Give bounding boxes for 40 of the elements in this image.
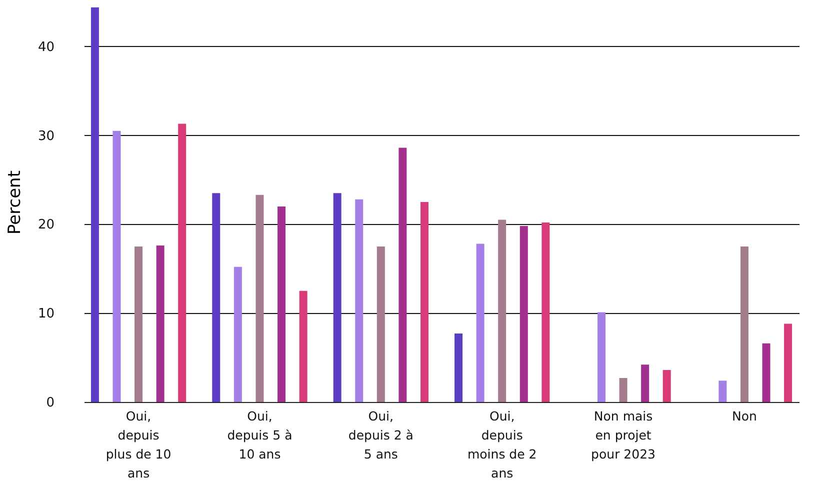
- bar: [112, 130, 121, 402]
- bar: [234, 266, 242, 402]
- bar: [542, 222, 550, 402]
- bar: [740, 246, 748, 402]
- bar: [299, 290, 308, 402]
- bar: [376, 246, 385, 402]
- bar: [156, 246, 164, 402]
- bar: [454, 334, 463, 402]
- bar: [212, 193, 220, 402]
- bar: [641, 364, 650, 402]
- bar: [178, 124, 186, 402]
- y-tick-label: 40: [38, 40, 54, 55]
- x-tick-label: Oui, depuis 2 à 5 ans: [348, 408, 414, 462]
- x-tick-label: Non mais en projet pour 2023: [591, 408, 656, 462]
- x-tick-label: Oui, depuis moins de 2 ans: [467, 408, 537, 480]
- bar: [90, 7, 99, 402]
- bar: [718, 380, 727, 402]
- bar: [520, 226, 528, 402]
- bar: [134, 246, 143, 402]
- bar: [278, 206, 286, 402]
- bar: [784, 324, 792, 402]
- bar: [762, 343, 770, 402]
- bar: [420, 202, 428, 402]
- y-tick-label: 0: [46, 396, 54, 410]
- x-tick-label: Oui, depuis 5 à 10 ans: [227, 408, 292, 462]
- bar: [355, 199, 364, 402]
- y-axis-title: Percent: [4, 170, 25, 234]
- y-tick-label: 10: [38, 306, 54, 322]
- y-tick-label: 30: [38, 128, 54, 144]
- bar: [398, 148, 407, 402]
- bar: [619, 378, 628, 402]
- bar: [597, 312, 606, 402]
- x-tick-label: Non: [732, 408, 757, 424]
- bar: [476, 244, 484, 402]
- bar: [333, 193, 342, 402]
- bar: [662, 370, 671, 402]
- y-tick-label: 20: [38, 218, 54, 233]
- bar: [256, 194, 264, 402]
- bar: [498, 220, 506, 402]
- x-tick-label: Oui, depuis plus de 10 ans: [106, 408, 172, 480]
